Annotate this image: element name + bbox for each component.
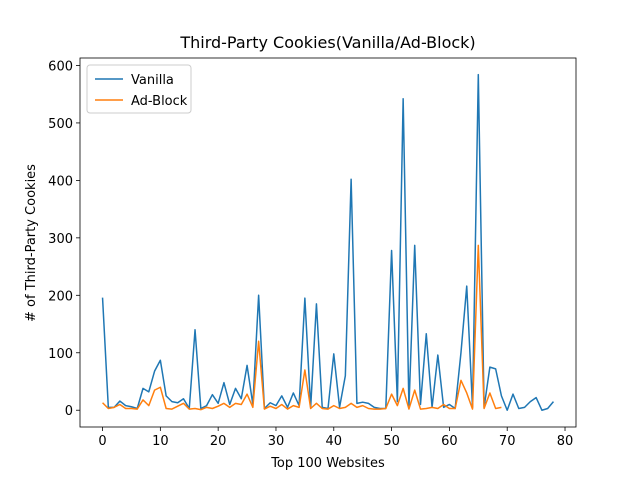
- y-tick-label: 200: [48, 289, 73, 304]
- x-tick-label: 70: [499, 434, 516, 449]
- y-tick-label: 400: [48, 174, 73, 189]
- legend-label: Ad-Block: [131, 94, 188, 109]
- x-tick-label: 80: [557, 434, 574, 449]
- x-tick-label: 60: [441, 434, 458, 449]
- chart-title: Third-Party Cookies(Vanilla/Ad-Block): [179, 33, 475, 52]
- series-line: [102, 244, 502, 411]
- x-tick-label: 10: [152, 434, 169, 449]
- y-tick-label: 100: [48, 347, 73, 362]
- x-tick-label: 40: [326, 434, 343, 449]
- plot-frame: [79, 57, 577, 428]
- y-tick-label: 600: [48, 59, 73, 74]
- x-tick-label: 0: [98, 434, 106, 449]
- x-tick-label: 30: [268, 434, 285, 449]
- x-tick-label: 50: [383, 434, 400, 449]
- legend-box: [86, 64, 192, 114]
- x-tick-label: 20: [210, 434, 227, 449]
- y-tick-label: 500: [48, 117, 73, 132]
- y-tick-label: 0: [65, 404, 73, 419]
- legend-label: Vanilla: [131, 73, 174, 88]
- y-tick-label: 300: [48, 232, 73, 247]
- series-line: [101, 73, 555, 411]
- x-axis-label: Top 100 Websites: [270, 456, 385, 471]
- y-axis-label: # of Third-Party Cookies: [24, 164, 39, 322]
